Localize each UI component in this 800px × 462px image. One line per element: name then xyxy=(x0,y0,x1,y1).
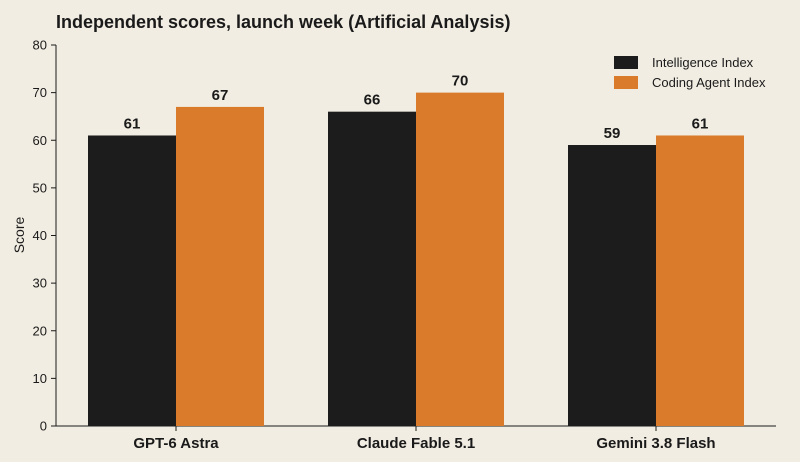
bar-value-label: 61 xyxy=(124,115,141,132)
bar xyxy=(88,135,176,427)
y-tick-label: 20 xyxy=(33,323,47,338)
bar-value-label: 59 xyxy=(604,125,621,142)
y-tick-label: 60 xyxy=(33,133,47,148)
y-axis-title: Score xyxy=(11,217,27,254)
y-axis-ticks: 0 10 20 30 40 50 60 70 80 xyxy=(33,38,56,434)
bar-value-label: 66 xyxy=(364,92,381,109)
y-tick-label: 0 xyxy=(40,419,47,434)
legend: Intelligence Index Coding Agent Index xyxy=(614,55,766,90)
bar xyxy=(416,92,504,426)
bars-group xyxy=(88,92,744,427)
legend-label: Intelligence Index xyxy=(652,55,754,70)
x-tick-label: Gemini 3.8 Flash xyxy=(596,435,715,452)
data-labels-group: 61 67 66 70 59 61 xyxy=(124,73,709,142)
bar xyxy=(176,106,264,426)
y-tick-label: 30 xyxy=(33,276,47,291)
y-tick-label: 70 xyxy=(33,85,47,100)
y-tick-label: 80 xyxy=(33,38,47,53)
legend-label: Coding Agent Index xyxy=(652,75,766,90)
legend-swatch xyxy=(614,56,638,69)
bar xyxy=(656,135,744,427)
bar-value-label: 67 xyxy=(212,87,229,104)
y-tick-label: 40 xyxy=(33,228,47,243)
bar-value-label: 70 xyxy=(452,73,469,90)
y-tick-label: 10 xyxy=(33,371,47,386)
x-axis-ticks: GPT-6 Astra Claude Fable 5.1 Gemini 3.8 Fl… xyxy=(133,426,716,452)
bar-value-label: 61 xyxy=(692,115,709,132)
bar xyxy=(568,145,656,426)
x-tick-label: GPT-6 Astra xyxy=(133,435,219,452)
x-tick-label: Claude Fable 5.1 xyxy=(357,435,475,452)
y-tick-label: 50 xyxy=(33,180,47,195)
legend-swatch xyxy=(614,76,638,89)
bar xyxy=(328,111,416,427)
chart-title: Independent scores, launch week (Artific… xyxy=(56,12,510,32)
